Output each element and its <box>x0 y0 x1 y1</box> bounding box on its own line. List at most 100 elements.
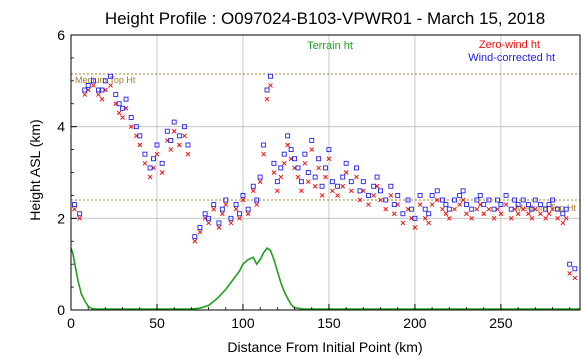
zero-wind-point <box>440 206 445 212</box>
wind-corrected-point <box>108 73 114 79</box>
wind-corrected-point <box>529 206 535 212</box>
zero-wind-point <box>116 110 122 116</box>
zero-wind-point <box>219 211 225 217</box>
wind-corrected-point <box>512 197 518 203</box>
x-tick-label: 100 <box>231 315 255 331</box>
wind-corrected-point <box>309 137 315 143</box>
wind-corrected-point <box>99 87 105 93</box>
zero-wind-point <box>257 179 263 185</box>
wind-corrected-point <box>85 82 91 88</box>
wind-corrected-point <box>171 119 177 125</box>
wind-corrected-point <box>477 192 483 198</box>
wind-corrected-point <box>90 78 96 84</box>
wind-corrected-point <box>555 206 561 212</box>
zero-wind-point <box>446 215 452 221</box>
x-tick-label: 200 <box>403 315 427 331</box>
wind-corrected-point <box>469 206 475 212</box>
wind-corrected-point <box>532 197 538 203</box>
zero-wind-point <box>498 211 504 217</box>
zero-wind-point <box>486 206 492 212</box>
zero-wind-point <box>305 179 311 185</box>
zero-wind-point <box>171 128 177 134</box>
zero-wind-point <box>137 142 143 148</box>
zero-wind-point <box>159 170 165 175</box>
x-tick-label: 150 <box>317 315 341 331</box>
wind-corrected-point <box>96 87 101 93</box>
zero-wind-point <box>271 170 277 175</box>
zero-wind-point <box>400 220 406 226</box>
medium-top-lines: Medium Top Ht Medium Top Ht <box>71 73 580 213</box>
wind-corrected-point <box>268 73 273 79</box>
zero-wind-point <box>72 206 77 212</box>
wind-corrected-point <box>285 133 291 139</box>
wind-corrected-point <box>515 202 521 208</box>
zero-wind-point <box>469 215 475 221</box>
wind-corrected-point <box>319 183 325 189</box>
wind-corrected-point <box>305 170 311 175</box>
zero-wind-point <box>388 193 394 198</box>
zero-wind-point <box>340 183 346 189</box>
zero-wind-point <box>343 170 349 175</box>
zero-wind-point <box>429 202 435 207</box>
plot-frame <box>70 34 581 311</box>
zero-wind-point <box>120 115 125 120</box>
zero-wind-point <box>371 193 377 198</box>
wind-corrected-point <box>388 183 394 189</box>
axis-ticks: 0 50 100 150 200 250 0 2 4 6 <box>57 27 571 331</box>
wind-corrected-point <box>348 179 354 185</box>
zero-wind-point <box>538 211 543 217</box>
x-tick-label: 50 <box>149 315 165 331</box>
wind-corrected-point <box>405 197 411 203</box>
wind-corrected-point <box>329 179 335 185</box>
wind-corrected-point <box>250 183 256 189</box>
wind-corrected-point <box>281 151 287 157</box>
wind-corrected-point <box>491 206 497 212</box>
wind-corrected-point <box>343 160 349 166</box>
wind-corrected-point <box>391 202 397 208</box>
zero-wind-point <box>211 206 217 212</box>
wind-corrected-point <box>168 137 174 143</box>
zero-wind-point <box>474 206 480 212</box>
y-tick-label: 6 <box>57 27 65 43</box>
series-wind-corrected-ht <box>71 73 578 272</box>
x-tick-label: 250 <box>489 315 513 331</box>
zero-wind-point <box>443 211 449 217</box>
wind-corrected-point <box>192 234 198 240</box>
wind-corrected-point <box>202 211 208 217</box>
zero-wind-point <box>278 174 284 180</box>
wind-corrected-point <box>120 105 126 111</box>
zero-wind-point <box>323 174 328 180</box>
zero-wind-point <box>128 124 134 130</box>
zero-wind-point <box>223 202 229 207</box>
x-tick-label: 0 <box>67 315 75 331</box>
wind-corrected-point <box>572 266 578 272</box>
zero-wind-point <box>237 215 242 221</box>
zero-wind-point <box>285 142 291 148</box>
wind-corrected-point <box>261 142 267 148</box>
zero-wind-point <box>481 211 487 217</box>
zero-wind-point <box>154 151 160 157</box>
wind-corrected-point <box>154 142 160 148</box>
wind-corrected-point <box>409 206 414 212</box>
zero-wind-point <box>464 211 469 217</box>
zero-wind-point <box>434 197 440 203</box>
zero-wind-point <box>335 193 340 198</box>
wind-corrected-point <box>439 197 445 203</box>
zero-wind-point <box>281 160 287 166</box>
wind-corrected-point <box>443 202 449 208</box>
zero-wind-point <box>391 211 397 217</box>
y-tick-label: 2 <box>57 210 65 226</box>
wind-corrected-point <box>503 192 509 198</box>
zero-wind-point <box>264 96 270 102</box>
wind-corrected-point <box>340 174 346 180</box>
wind-corrected-point <box>254 197 260 203</box>
zero-wind-point <box>316 165 321 171</box>
wind-corrected-point <box>216 220 222 226</box>
wind-corrected-point <box>271 160 277 166</box>
zero-wind-point <box>563 215 569 221</box>
y-tick-label: 0 <box>57 302 65 318</box>
zero-wind-point <box>233 206 239 212</box>
wind-corrected-point <box>116 101 122 107</box>
wind-corrected-point <box>147 165 153 171</box>
